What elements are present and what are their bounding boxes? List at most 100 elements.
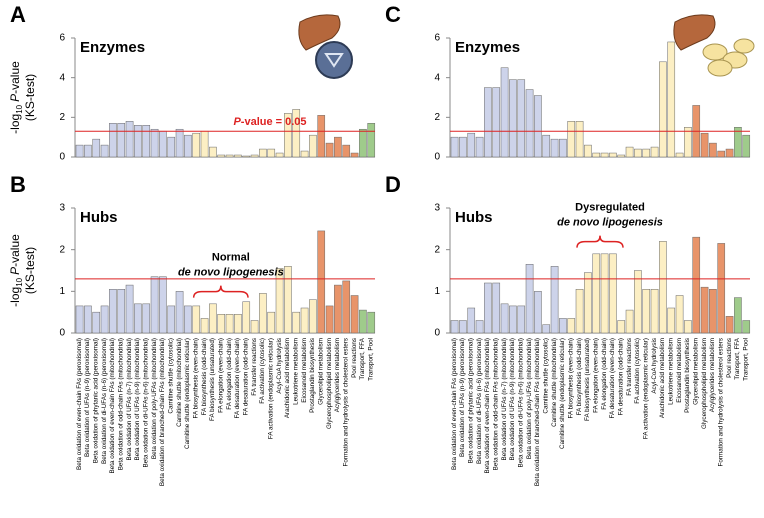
bar <box>492 282 501 334</box>
bar <box>184 134 192 158</box>
bar <box>317 115 326 158</box>
y-tick-label: 4 <box>434 72 440 83</box>
bar <box>450 136 459 158</box>
bar <box>125 284 134 334</box>
bar <box>92 311 101 334</box>
bar <box>159 276 167 334</box>
y-tick-label: 0 <box>434 328 440 339</box>
x-tick-label: Pool reactions <box>351 338 358 378</box>
bar <box>325 305 334 334</box>
x-tick-label: Transport, Pool <box>368 338 375 381</box>
bar <box>259 148 267 158</box>
bar <box>650 289 659 334</box>
bar <box>359 309 367 334</box>
bar <box>250 154 259 158</box>
bar <box>567 121 576 158</box>
bar <box>167 305 176 334</box>
y-tick-label: 0 <box>434 152 440 163</box>
bar <box>292 311 301 334</box>
bar <box>142 125 151 158</box>
bar <box>525 89 534 158</box>
x-tick-label: Glycerolipid metabolism <box>318 338 325 405</box>
x-tick-label: Arachidonic acid metabolism <box>659 338 666 418</box>
bar <box>309 134 317 158</box>
x-tick-label: Carnitine shuttle (mitochondrial) <box>551 338 558 427</box>
bar <box>667 307 676 334</box>
panel-title: Hubs <box>455 209 493 226</box>
x-tick-label: Carnitine shuttle (cytosolic) <box>168 338 175 414</box>
x-tick-label: Leukotriene metabolism <box>293 338 300 405</box>
y-tick-label: 0 <box>59 152 65 163</box>
bar <box>742 320 751 334</box>
x-tick-label: Beta oxidation of even-chain FAs (peroxi… <box>76 338 83 470</box>
x-tick-label: Beta oxidation of poly-UFAs (mitochondri… <box>151 338 158 459</box>
bar <box>700 132 709 158</box>
bar <box>117 123 126 158</box>
x-tick-label: FA elongation (odd-chain) <box>601 338 608 410</box>
bar <box>134 125 142 158</box>
x-tick-label: Beta oxidation of branched-chain FAs (mi… <box>534 338 541 486</box>
panel-title: Hubs <box>80 209 118 226</box>
x-tick-label: Beta oxidation of UFAs (n-9) (peroxisoma… <box>459 338 466 457</box>
x-tick-label: Beta oxidation of odd-chain FAs (mitocho… <box>118 338 125 470</box>
liver-icon-c <box>673 14 755 77</box>
bar <box>309 299 317 334</box>
bar <box>150 276 159 334</box>
bar <box>609 253 617 334</box>
bar <box>359 128 367 158</box>
x-tick-label: Eicosanoid metabolism <box>301 338 308 403</box>
y-tick-label: 0 <box>59 328 65 339</box>
x-tick-label: Beta oxidation of odd-chain FAs (mitocho… <box>493 338 500 470</box>
bar <box>459 136 467 158</box>
bar <box>534 291 542 334</box>
x-tick-label: Beta oxidation of UFAs (n-9) (mitochondr… <box>509 338 516 461</box>
bar <box>517 305 526 334</box>
bar <box>259 293 267 334</box>
bar <box>350 295 359 334</box>
y-label-line1: -log10 P-value <box>8 234 24 307</box>
liver-icon-a <box>298 14 353 79</box>
bar <box>700 286 709 334</box>
y-label-sub: 10 <box>15 277 24 286</box>
bar <box>367 123 376 158</box>
x-tick-label: Acyl-CoA hydrolysis <box>651 338 658 394</box>
bar <box>475 320 484 334</box>
threshold-label-italic: P <box>233 116 241 128</box>
threshold-label-rest: -value = 0.05 <box>241 116 307 128</box>
bar <box>600 253 609 334</box>
bar <box>550 266 559 334</box>
bar <box>84 144 92 158</box>
x-tick-label: FA desaturation (even-chain) <box>609 338 616 419</box>
annotation-line1: Dysregulated <box>575 201 645 213</box>
bar <box>142 303 151 334</box>
y-tick-label: 3 <box>434 203 440 214</box>
x-tick-label: Transport, FFA <box>734 337 741 380</box>
bar <box>92 138 101 158</box>
x-tick-label: Acylglycerides metabolism <box>709 338 716 412</box>
bar <box>484 282 492 334</box>
panel-letter: A <box>10 2 26 27</box>
annotation-line2: de novo lipogenesis <box>557 216 663 228</box>
bar <box>575 121 584 158</box>
x-tick-label: Beta oxidation of branched-chain FAs (mi… <box>159 338 166 486</box>
bar <box>75 144 84 158</box>
bar <box>734 297 742 334</box>
bar <box>159 130 167 158</box>
bar <box>292 109 301 158</box>
bar <box>659 241 667 334</box>
bar <box>742 134 751 158</box>
y-axis-label: -log10 P-value (KS-test) <box>8 234 37 307</box>
y-label-italic: P <box>8 267 22 275</box>
x-tick-label: Beta oxidation of UFAs (n-9) (peroxisoma… <box>84 338 91 457</box>
bar <box>725 316 734 334</box>
x-tick-label: FA elongation (odd-chain) <box>226 338 233 410</box>
x-tick-label: FA activation (cytosolic) <box>634 338 641 404</box>
bar <box>75 305 84 334</box>
x-tick-label: Beta oxidation of di-UFAs (n-6) (peroxis… <box>476 338 483 464</box>
bar <box>575 289 584 334</box>
bar <box>559 138 567 158</box>
x-tick-label: Carnitine shuttle (endoplasmic reticular… <box>184 338 191 449</box>
bar <box>600 152 609 158</box>
bar <box>642 148 651 158</box>
